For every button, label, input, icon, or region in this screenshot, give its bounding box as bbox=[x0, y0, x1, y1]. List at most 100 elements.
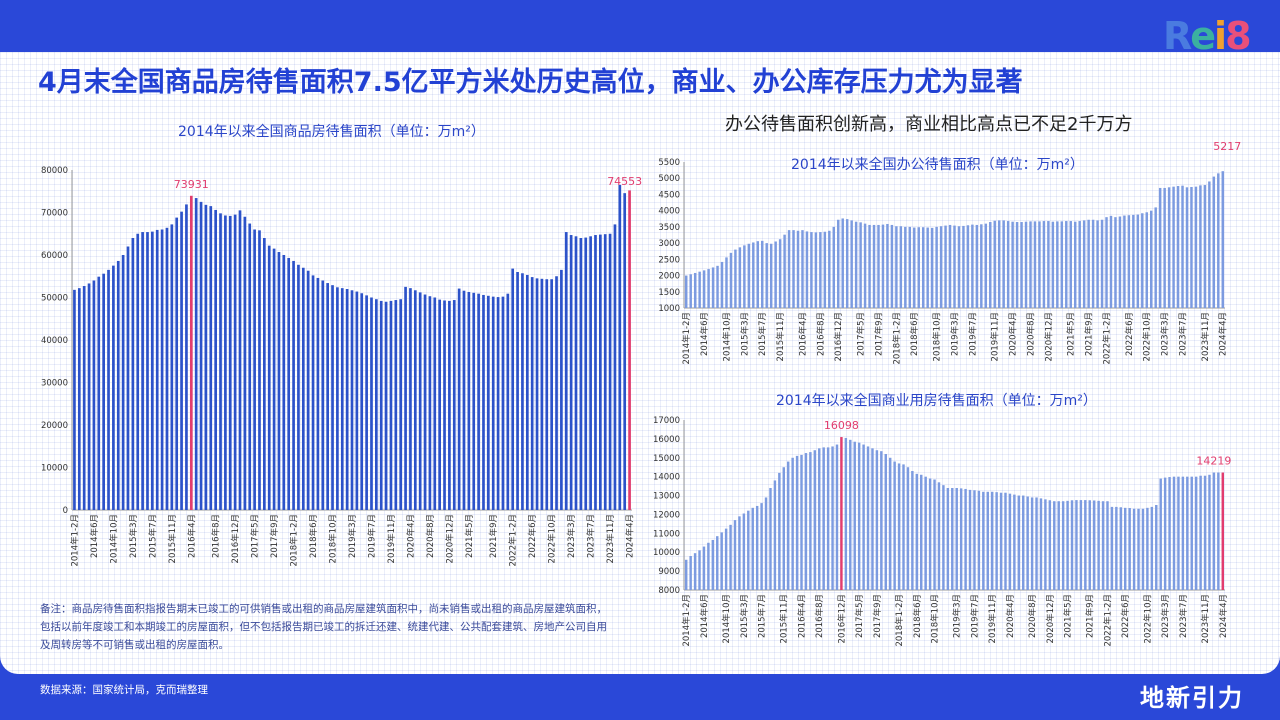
bar bbox=[1181, 185, 1184, 308]
bar bbox=[930, 227, 934, 308]
bar bbox=[853, 441, 856, 590]
bar bbox=[433, 297, 437, 510]
x-tick-label: 2016年4月 bbox=[797, 312, 808, 356]
bar bbox=[413, 290, 417, 510]
bar bbox=[966, 225, 970, 308]
bar bbox=[955, 488, 958, 590]
bar bbox=[716, 265, 719, 308]
bar bbox=[306, 270, 310, 510]
x-tick-label: 2018年10月 bbox=[932, 312, 943, 361]
bar bbox=[521, 273, 524, 510]
x-tick-label: 2019年3月 bbox=[949, 312, 960, 356]
bar bbox=[764, 497, 768, 590]
bar bbox=[769, 488, 772, 590]
bar bbox=[214, 209, 217, 510]
x-tick-label: 2019年11月 bbox=[386, 514, 397, 563]
bar bbox=[438, 299, 441, 510]
x-tick-label: 2019年7月 bbox=[967, 312, 978, 356]
bar bbox=[1181, 476, 1185, 590]
bar bbox=[243, 216, 247, 510]
bar bbox=[942, 485, 945, 590]
x-tick-label: 2014年1-2月 bbox=[681, 312, 692, 365]
data-source: 数据来源：国家统计局，克而瑞整理 bbox=[40, 684, 208, 696]
bar bbox=[921, 227, 925, 308]
bar bbox=[112, 265, 115, 510]
bar bbox=[733, 520, 737, 590]
bar bbox=[1190, 186, 1193, 308]
bar bbox=[1079, 500, 1083, 590]
bar bbox=[1221, 472, 1225, 590]
bar bbox=[1069, 221, 1072, 308]
bar bbox=[944, 225, 947, 308]
bar bbox=[443, 300, 446, 510]
bar bbox=[915, 473, 919, 590]
bar bbox=[360, 293, 364, 510]
bar bbox=[841, 218, 844, 308]
bar bbox=[685, 275, 688, 308]
bar bbox=[1042, 221, 1046, 308]
bar bbox=[1051, 221, 1055, 308]
bar bbox=[277, 252, 281, 510]
bar bbox=[1132, 214, 1135, 308]
bar bbox=[939, 226, 943, 308]
x-tick-label: 2016年12月 bbox=[836, 594, 847, 643]
bar bbox=[1048, 500, 1052, 590]
bar bbox=[1011, 221, 1014, 308]
bar bbox=[272, 248, 276, 510]
bar bbox=[698, 550, 701, 590]
x-tick-label: 2014年6月 bbox=[699, 594, 710, 638]
bar bbox=[194, 198, 198, 511]
bar bbox=[258, 230, 261, 510]
bar bbox=[1096, 220, 1099, 308]
bar bbox=[822, 447, 825, 590]
bar bbox=[423, 294, 427, 510]
bar bbox=[1087, 219, 1090, 308]
x-tick-label: 2016年8月 bbox=[815, 312, 826, 356]
bar bbox=[170, 224, 174, 510]
bar bbox=[810, 232, 813, 308]
bar bbox=[574, 236, 578, 511]
y-tick-label: 10000 bbox=[653, 548, 680, 558]
bar bbox=[355, 291, 359, 510]
x-tick-label: 2014年1-2月 bbox=[681, 594, 692, 647]
bar bbox=[131, 238, 135, 510]
bar bbox=[1137, 508, 1140, 590]
bar bbox=[199, 201, 203, 510]
bar bbox=[603, 234, 607, 511]
bar bbox=[826, 447, 830, 590]
y-tick-label: 4500 bbox=[658, 190, 680, 200]
y-tick-label: 3000 bbox=[658, 239, 680, 249]
bar bbox=[102, 273, 105, 510]
bar bbox=[467, 291, 471, 510]
x-tick-label: 2018年6月 bbox=[909, 312, 920, 356]
bar bbox=[693, 272, 697, 308]
bar bbox=[389, 300, 393, 510]
bar bbox=[530, 277, 534, 510]
bar bbox=[1186, 476, 1189, 590]
bar bbox=[782, 467, 785, 590]
bar bbox=[1146, 507, 1149, 590]
y-axis: 8000 9000 10000 11000 12000 13000 14000 15000 16… bbox=[653, 416, 1225, 596]
bar bbox=[774, 241, 777, 308]
y-tick-label: 5500 bbox=[658, 158, 680, 168]
bar bbox=[850, 220, 853, 308]
bar bbox=[1026, 496, 1029, 590]
bar bbox=[804, 453, 808, 590]
bar bbox=[1024, 221, 1028, 308]
bar bbox=[893, 461, 896, 590]
bar bbox=[729, 524, 732, 590]
x-tick-label: 2020年8月 bbox=[1027, 594, 1038, 638]
bar bbox=[1123, 215, 1126, 308]
x-tick-label: 2023年3月 bbox=[1160, 312, 1171, 356]
data-label: 5217 bbox=[1213, 140, 1241, 153]
bar bbox=[404, 286, 407, 510]
bar bbox=[136, 233, 140, 510]
bar bbox=[809, 452, 812, 590]
bar bbox=[857, 442, 861, 590]
bar bbox=[1029, 221, 1032, 308]
bar bbox=[990, 491, 994, 590]
x-tick-label: 2024年4月 bbox=[625, 514, 636, 558]
bar bbox=[1217, 472, 1220, 590]
bar bbox=[1020, 222, 1023, 308]
x-tick-label: 2017年5月 bbox=[856, 312, 867, 356]
